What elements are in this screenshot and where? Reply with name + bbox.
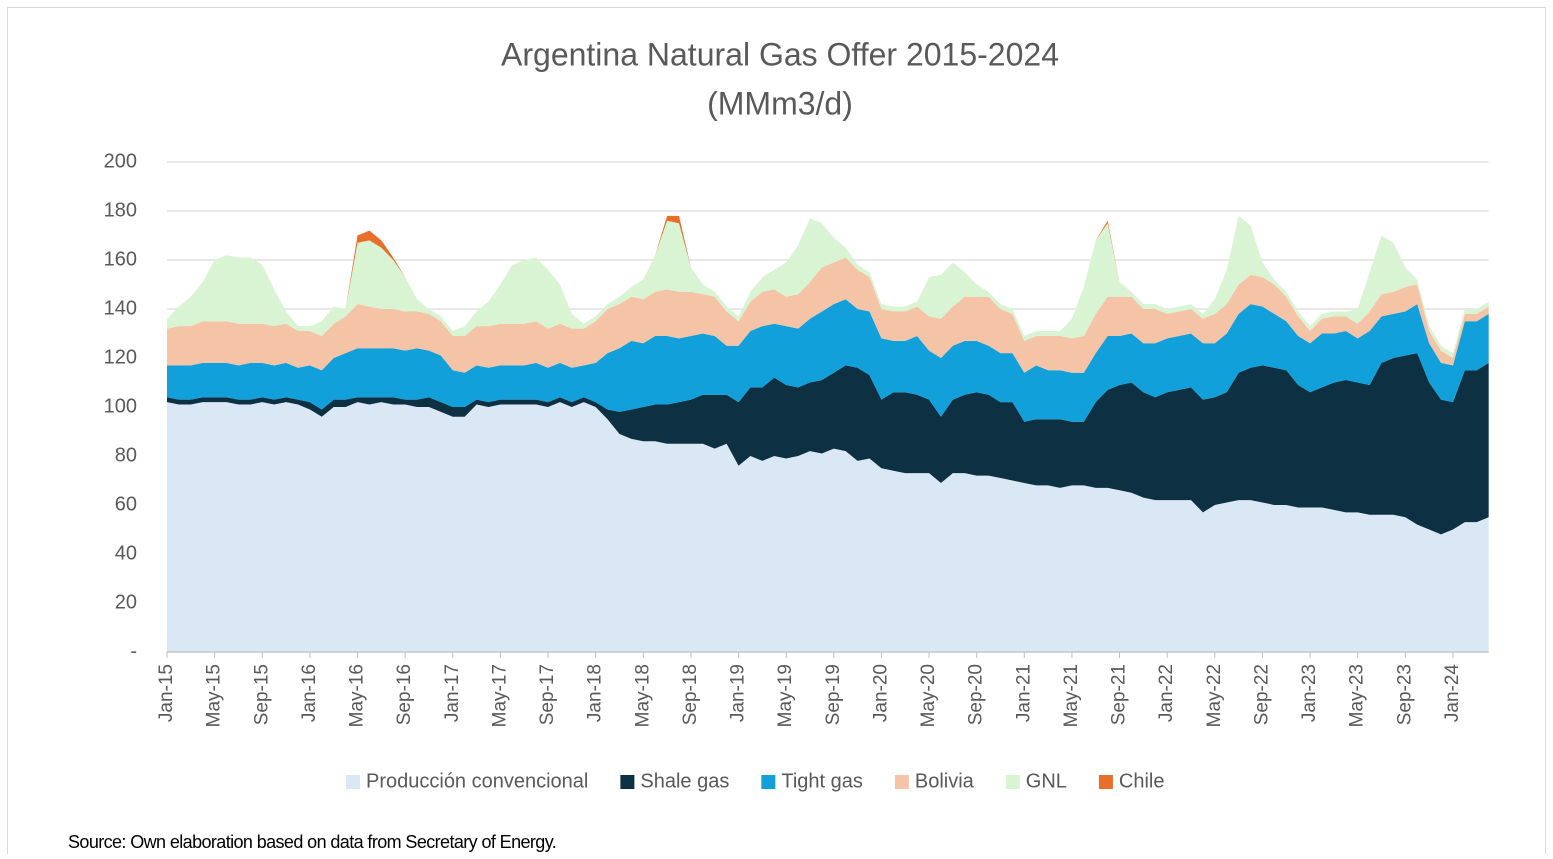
x-tick-label: Sep-16 [394,664,415,725]
x-tick-label: Jan-15 [156,664,177,722]
y-tick-label: 180 [104,199,137,221]
chart-title: Argentina Natural Gas Offer 2015-2024 [501,36,1059,72]
legend-swatch [1005,775,1020,789]
area [167,353,1489,535]
x-tick-label: Jan-21 [1013,664,1034,722]
y-tick-label: 160 [104,248,137,270]
x-tick-label: May-20 [918,664,939,727]
source-note: Source: Own elaboration based on data fr… [68,832,556,852]
y-tick-label: 100 [104,395,137,417]
x-tick-label: Jan-18 [585,664,606,722]
legend-label: Bolivia [915,770,975,792]
y-tick-label: 200 [104,150,137,172]
x-tick-label: Sep-17 [537,664,558,725]
x-tick-label: Sep-21 [1109,664,1130,725]
legend-label: Producción convencional [366,770,588,792]
y-tick-label: 40 [115,542,137,564]
legend-label: GNL [1026,770,1067,792]
legend-swatch [894,775,909,789]
legend-swatch [620,775,635,789]
x-tick-label: Sep-15 [251,664,272,725]
x-tick-label: Sep-23 [1394,664,1415,725]
chart-subtitle: (MMm3/d) [707,85,853,121]
x-tick-label: Jan-19 [728,664,749,722]
legend-label: Chile [1119,770,1165,792]
x-tick-label: May-21 [1061,664,1082,727]
x-tick-label: May-18 [632,664,653,727]
legend-label: Shale gas [640,770,729,792]
x-tick-label: Jan-20 [870,664,891,722]
area [167,402,1489,652]
area [167,215,1489,358]
y-tick-label: 60 [115,493,137,515]
x-tick-label: Jan-16 [299,664,320,722]
area [167,257,1489,373]
x-tick-label: Jan-22 [1156,664,1177,722]
x-tick-label: May-17 [489,664,510,727]
x-tick-label: Jan-24 [1442,664,1463,723]
legend-swatch [1098,775,1113,789]
x-tick-label: Sep-22 [1251,664,1272,725]
y-tick-label: 20 [115,591,137,613]
x-tick-label: Jan-23 [1299,664,1320,722]
x-tick-label: May-22 [1204,664,1225,727]
y-tick-label: - [130,640,137,662]
legend-swatch [346,775,360,789]
legend-swatch [761,775,776,789]
x-tick-label: Sep-20 [966,664,987,725]
x-tick-label: Sep-19 [823,664,844,725]
x-tick-label: Sep-18 [680,664,701,725]
legend-label: Tight gas [781,770,863,792]
x-tick-label: May-23 [1347,664,1368,727]
x-tick-label: May-15 [204,664,225,727]
legend: Producción convencional Shale gas Tight ga… [346,770,1165,792]
area [167,299,1489,422]
y-tick-label: 80 [115,444,137,466]
x-tick-label: May-16 [347,664,368,727]
x-tick-label: May-19 [775,664,796,727]
x-tick-label: Jan-17 [442,664,463,722]
y-tick-label: 140 [104,297,137,319]
y-tick-label: 120 [104,346,137,368]
